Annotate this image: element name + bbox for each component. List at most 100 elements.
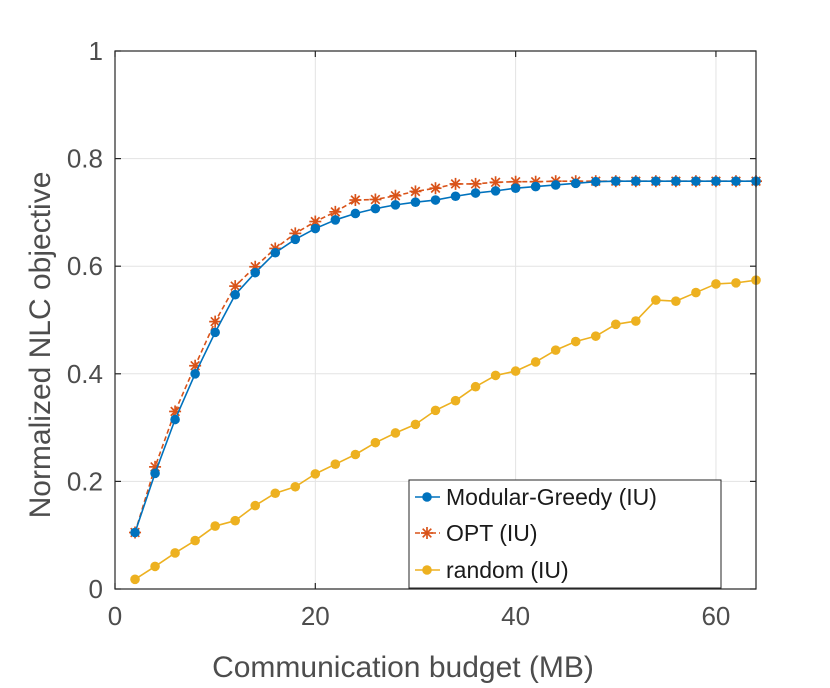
y-tick-label: 0.6: [67, 251, 103, 281]
data-point-modular-greedy-iu: [150, 468, 160, 479]
data-point-random-iu: [430, 405, 441, 416]
data-point-opt-iu: [369, 193, 382, 206]
data-point-modular-greedy-iu: [510, 183, 521, 193]
data-point-modular-greedy-iu: [290, 234, 301, 245]
data-point-modular-greedy-iu: [350, 208, 361, 219]
data-point-random-iu: [510, 366, 521, 376]
legend-marker-opt: [421, 527, 433, 539]
data-point-modular-greedy-iu: [370, 203, 381, 214]
legend: Modular-Greedy (IU) OPT (IU) random (IU): [408, 479, 722, 589]
data-point-random-iu: [590, 331, 601, 341]
data-point-modular-greedy-iu: [230, 289, 240, 300]
data-point-random-iu: [190, 535, 200, 546]
legend-label-random: random (IU): [446, 557, 569, 583]
y-axis-title: Normalized NLC objective: [24, 172, 57, 519]
series-random-iu: [130, 275, 761, 585]
data-point-modular-greedy-iu: [530, 181, 541, 192]
data-point-random-iu: [390, 428, 401, 438]
x-tick-label: 60: [701, 601, 730, 631]
legend-marker-modular-greedy: [422, 492, 432, 502]
data-point-random-iu: [651, 295, 661, 305]
data-point-modular-greedy-iu: [610, 176, 621, 186]
data-point-random-iu: [470, 381, 481, 392]
data-point-random-iu: [230, 515, 240, 526]
data-point-random-iu: [250, 500, 261, 511]
data-point-random-iu: [370, 437, 381, 448]
data-point-random-iu: [671, 296, 681, 306]
data-point-opt-iu: [489, 176, 502, 189]
data-point-opt-iu: [429, 182, 442, 195]
data-point-modular-greedy-iu: [450, 191, 461, 202]
data-point-random-iu: [711, 279, 721, 289]
data-point-random-iu: [550, 345, 561, 355]
data-point-modular-greedy-iu: [570, 178, 581, 189]
data-point-random-iu: [731, 278, 741, 288]
data-point-random-iu: [490, 370, 501, 381]
data-point-random-iu: [210, 521, 220, 531]
data-point-modular-greedy-iu: [550, 180, 561, 190]
series-layer: [129, 175, 762, 585]
data-point-opt-iu: [469, 177, 482, 190]
data-point-modular-greedy-iu: [310, 223, 321, 234]
data-point-random-iu: [350, 449, 361, 460]
data-point-random-iu: [691, 287, 701, 298]
data-point-random-iu: [410, 419, 421, 430]
data-point-modular-greedy-iu: [170, 414, 180, 425]
data-point-random-iu: [170, 548, 180, 558]
legend-label-opt: OPT (IU): [446, 520, 538, 546]
data-point-modular-greedy-iu: [430, 195, 441, 205]
ticks: 0 20 40 60 0 0.2 0.4 0.6 0.8 1: [67, 36, 756, 631]
y-tick-label: 0.8: [67, 144, 103, 174]
data-point-random-iu: [130, 574, 140, 585]
data-point-random-iu: [631, 316, 641, 326]
data-point-modular-greedy-iu: [731, 176, 741, 186]
data-point-modular-greedy-iu: [130, 527, 140, 538]
data-point-random-iu: [270, 488, 281, 499]
legend-marker-random: [422, 565, 432, 575]
data-point-random-iu: [290, 481, 301, 492]
data-point-opt-iu: [209, 315, 222, 328]
legend-entry-opt: OPT (IU): [415, 520, 538, 546]
data-point-modular-greedy-iu: [250, 267, 261, 278]
data-point-random-iu: [610, 319, 621, 330]
y-tick-label: 0.2: [67, 466, 103, 496]
data-point-modular-greedy-iu: [470, 188, 481, 198]
data-point-random-iu: [570, 336, 581, 347]
x-tick-label: 40: [501, 601, 530, 631]
data-point-modular-greedy-iu: [330, 215, 341, 225]
y-tick-label: 0: [89, 574, 103, 604]
x-tick-label: 0: [108, 601, 122, 631]
data-point-random-iu: [330, 459, 341, 469]
x-tick-label: 20: [301, 601, 330, 631]
plot-frame: [114, 50, 757, 590]
data-point-opt-iu: [389, 189, 402, 202]
data-point-random-iu: [450, 395, 461, 406]
data-point-opt-iu: [449, 177, 462, 190]
data-point-modular-greedy-iu: [270, 247, 281, 258]
legend-entry-modular-greedy: Modular-Greedy (IU): [415, 484, 657, 510]
data-point-modular-greedy-iu: [631, 176, 641, 186]
data-point-modular-greedy-iu: [490, 186, 501, 196]
data-point-modular-greedy-iu: [390, 200, 401, 210]
x-axis-title: Communication budget (MB): [212, 651, 594, 684]
data-point-modular-greedy-iu: [651, 176, 661, 186]
legend-entry-random: random (IU): [415, 557, 569, 583]
data-point-random-iu: [310, 469, 321, 479]
data-point-modular-greedy-iu: [711, 176, 721, 186]
grid: [115, 51, 756, 589]
data-point-modular-greedy-iu: [691, 176, 701, 186]
data-point-modular-greedy-iu: [190, 369, 200, 379]
data-point-modular-greedy-iu: [671, 176, 681, 186]
data-point-modular-greedy-iu: [210, 327, 220, 338]
legend-box: [408, 479, 722, 589]
legend-label-modular-greedy: Modular-Greedy (IU): [446, 484, 657, 510]
data-point-modular-greedy-iu: [410, 197, 421, 207]
y-tick-label: 0.4: [67, 359, 103, 389]
data-point-modular-greedy-iu: [590, 176, 601, 187]
data-point-opt-iu: [349, 194, 362, 207]
y-tick-label: 1: [89, 36, 103, 66]
data-point-opt-iu: [409, 185, 422, 198]
data-point-random-iu: [150, 561, 160, 572]
data-point-random-iu: [530, 357, 541, 367]
